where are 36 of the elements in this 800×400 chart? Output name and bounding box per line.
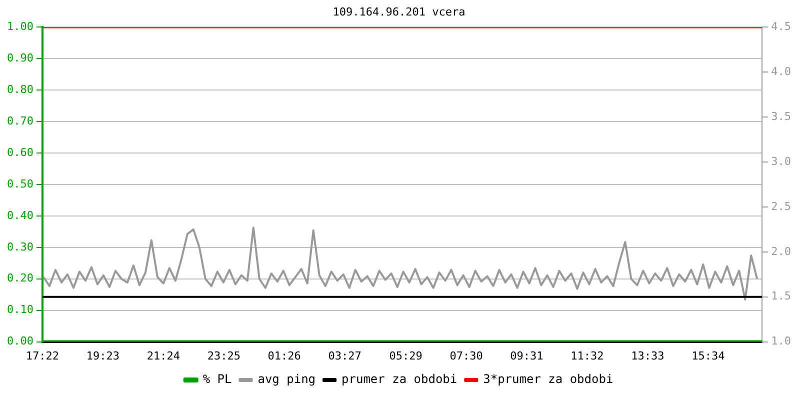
x-tick-label: 05:29 xyxy=(389,349,422,362)
y2-tick-label: 3.5 xyxy=(771,110,792,123)
y-tick-label: 0.90 xyxy=(6,52,34,65)
legend-label: prumer za obdobi xyxy=(342,372,458,386)
x-tick-label: 03:27 xyxy=(328,349,362,362)
y-tick-label: 0.10 xyxy=(6,303,34,316)
x-tick-label: 11:32 xyxy=(570,349,604,362)
x-tick-label: 09:31 xyxy=(510,349,544,362)
y2-tick-label: 1.5 xyxy=(771,290,792,303)
y-tick-label: 0.00 xyxy=(6,334,34,348)
x-tick-label: 23:25 xyxy=(207,349,240,362)
y-tick-label: 1.00 xyxy=(6,20,34,34)
y-tick-label: 0.50 xyxy=(6,177,34,190)
x-tick-label: 21:24 xyxy=(146,349,180,362)
legend-label: 3*prumer za obdobi xyxy=(483,372,614,386)
chart-title: 109.164.96.201 vcera xyxy=(332,5,466,18)
y-tick-label: 0.30 xyxy=(6,240,34,254)
x-tick-label: 17:22 xyxy=(26,349,60,362)
y2-tick-label: 2.0 xyxy=(771,244,792,258)
y-tick-label: 0.20 xyxy=(6,272,34,285)
x-tick-label: 15:34 xyxy=(692,349,726,362)
y-tick-label: 0.70 xyxy=(6,114,34,128)
y2-tick-label: 3.0 xyxy=(771,154,792,168)
x-tick-label: 13:33 xyxy=(631,349,664,362)
y2-tick-label: 4.0 xyxy=(771,65,792,78)
y2-tick-label: 2.5 xyxy=(771,200,792,213)
y-tick-label: 0.80 xyxy=(6,82,34,96)
x-tick-label: 07:30 xyxy=(450,349,483,362)
legend-label: avg ping xyxy=(258,372,316,386)
y-tick-label: 0.40 xyxy=(6,208,34,222)
y2-tick-label: 1.0 xyxy=(771,334,792,348)
x-tick-label: 01:26 xyxy=(268,349,301,362)
x-tick-label: 19:23 xyxy=(86,349,120,362)
y2-tick-label: 4.5 xyxy=(771,20,792,34)
y-tick-label: 0.60 xyxy=(6,146,34,159)
legend-label: % PL xyxy=(202,372,232,386)
